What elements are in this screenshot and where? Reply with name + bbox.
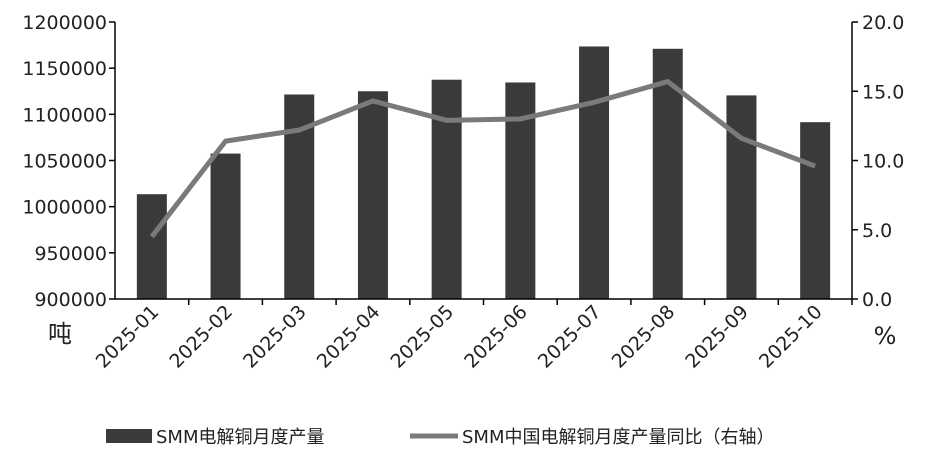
legend: SMM电解铜月度产量 SMM中国电解铜月度产量同比（右轴） [106,427,775,448]
y2-tick-label: 0.0 [862,289,892,311]
y2-tick-label: 15.0 [862,81,904,103]
bar [137,194,167,299]
bar [432,80,462,299]
bar [726,95,756,299]
bar [579,46,609,299]
y-tick-label: 1050000 [22,151,107,173]
y-tick-label: 1100000 [22,104,107,126]
x-tick-label: 2025-06 [460,301,532,373]
y-tick-label: 950000 [34,243,107,265]
x-tick-label: 2025-09 [681,301,753,373]
series-line [152,82,815,237]
x-tick-label: 2025-10 [755,301,827,373]
bar [358,91,388,299]
y-tick-label: 1000000 [22,197,107,219]
x-tick-label: 2025-03 [239,301,311,373]
y-tick-label: 1200000 [22,12,107,34]
y-tick-label: 900000 [34,289,107,311]
y2-axis-label: % [874,322,897,350]
y-axis-label: 吨 [48,320,72,348]
legend-label-bar: SMM电解铜月度产量 [156,427,325,448]
x-tick-label: 2025-05 [386,301,458,373]
legend-label-line: SMM中国电解铜月度产量同比（右轴） [462,427,775,448]
x-tick-label: 2025-08 [608,301,680,373]
legend-swatch-bar [106,429,152,443]
bar [211,154,241,299]
y2-tick-label: 10.0 [862,151,904,173]
x-tick-label: 2025-07 [534,301,606,373]
y2-tick-label: 5.0 [862,220,892,242]
bar [800,122,830,299]
x-tick-label: 2025-04 [313,301,385,373]
y-tick-label: 1150000 [22,58,107,80]
x-tick-label: 2025-02 [165,301,237,373]
y2-tick-label: 20.0 [862,12,904,34]
x-tick-label: 2025-01 [92,301,164,373]
